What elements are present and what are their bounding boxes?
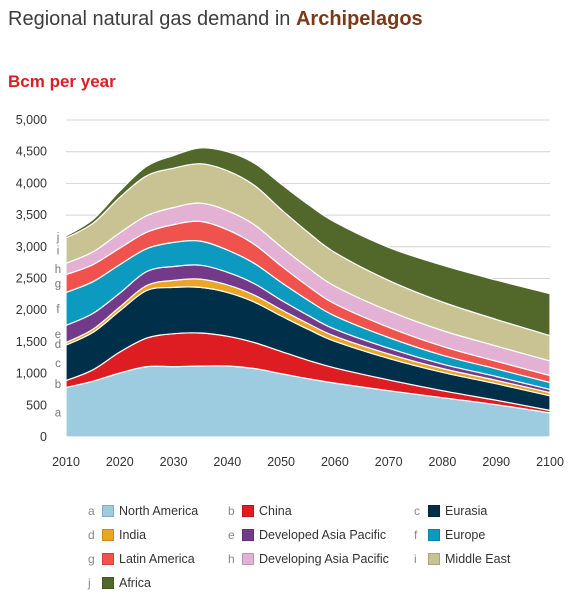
legend-label: China [259,504,292,518]
legend-label: India [119,528,147,542]
y-tick-label: 4,000 [16,176,47,190]
legend-swatch [242,553,254,565]
legend-label: Europe [445,528,486,542]
area-africa [65,147,551,337]
y-axis-ticks: 0 500 1,000 1,500 2,000 2,500 3,000 3,500 4,000 4… [16,113,47,444]
x-tick-label: 2020 [106,455,134,469]
series-letter-e: e [55,329,61,341]
legend-letter: h [228,552,235,566]
legend-item-africa: j Africa [88,576,151,590]
y-tick-label: 4,500 [16,145,47,159]
chart-title: Regional natural gas demand in Archipela… [8,8,423,31]
y-tick-label: 1,500 [16,335,47,349]
legend-item-china: b China [228,504,292,518]
legend-item-middle-east: i Middle East [414,552,510,566]
series-letter-h: h [55,264,61,276]
series-letter-a: a [55,407,62,419]
legend-item-north-america: a North America [88,504,198,518]
x-tick-label: 2070 [375,455,403,469]
legend-item-latin-america: g Latin America [88,552,195,566]
y-tick-label: 1,000 [16,367,47,381]
x-tick-label: 2090 [482,455,510,469]
x-tick-label: 2030 [160,455,188,469]
legend-letter: c [414,504,420,518]
series-letter-c: c [55,358,61,370]
legend-item-india: d India [88,528,146,542]
x-tick-label: 2060 [321,455,349,469]
legend-label: Middle East [445,552,511,566]
series-letter-d: d [55,339,61,351]
x-tick-label: 2100 [536,455,564,469]
legend-label: Developing Asia Pacific [259,552,389,566]
x-tick-label: 2010 [52,455,80,469]
legend-letter: j [88,576,91,590]
x-tick-label: 2040 [213,455,241,469]
y-tick-label: 3,500 [16,208,47,222]
legend-swatch [102,553,114,565]
x-tick-label: 2080 [429,455,457,469]
y-tick-label: 3,000 [16,240,47,254]
legend-letter: a [88,504,95,518]
y-tick-label: 500 [26,398,47,412]
legend-label: North America [119,504,199,518]
legend-label: Africa [119,576,151,590]
series-letter-i: i [57,246,60,258]
legend-label: Latin America [119,552,195,566]
series-letter-b: b [55,379,61,391]
legend-letter: d [88,528,95,542]
legend-swatch [428,553,440,565]
title-highlight: Archipelagos [295,8,423,30]
x-tick-label: 2050 [267,455,295,469]
legend-label: Developed Asia Pacific [259,528,387,542]
legend-swatch [102,529,114,541]
legend-item-eurasia: c Eurasia [414,504,487,518]
legend-swatch [428,529,440,541]
legend-letter: i [414,552,417,566]
legend-swatch [102,577,114,589]
y-tick-label: 0 [40,430,47,444]
legend-item-europe: f Europe [414,528,485,542]
y-tick-label: 2,500 [16,272,47,286]
y-tick-label: 2,000 [16,303,47,317]
legend-letter: e [228,528,235,542]
legend-swatch [242,529,254,541]
legend-letter: g [88,552,95,566]
legend-letter: b [228,504,235,518]
legend-item-developing-asia-pacific: h Developing Asia Pacific [228,552,389,566]
legend-letter: f [414,528,418,542]
legend-item-developed-asia-pacific: e Developed Asia Pacific [228,528,386,542]
series-letter-j: j [56,232,60,244]
legend-label: Eurasia [445,504,488,518]
stacked-area-chart: 0 500 1,000 1,500 2,000 2,500 3,000 3,500 4,000 4… [16,113,564,469]
series-letter-g: g [55,279,61,291]
y-tick-label: 5,000 [16,113,47,127]
area-series [65,147,551,438]
y-axis-unit-label: Bcm per year [8,72,116,91]
legend-swatch [102,505,114,517]
x-axis-ticks: 2010 2020 2030 2040 2050 2060 2070 2080 2090 2100 [52,455,564,469]
title-prefix: Regional natural gas demand in [8,8,296,30]
legend-swatch [428,505,440,517]
legend-swatch [242,505,254,517]
series-letter-f: f [56,304,60,316]
